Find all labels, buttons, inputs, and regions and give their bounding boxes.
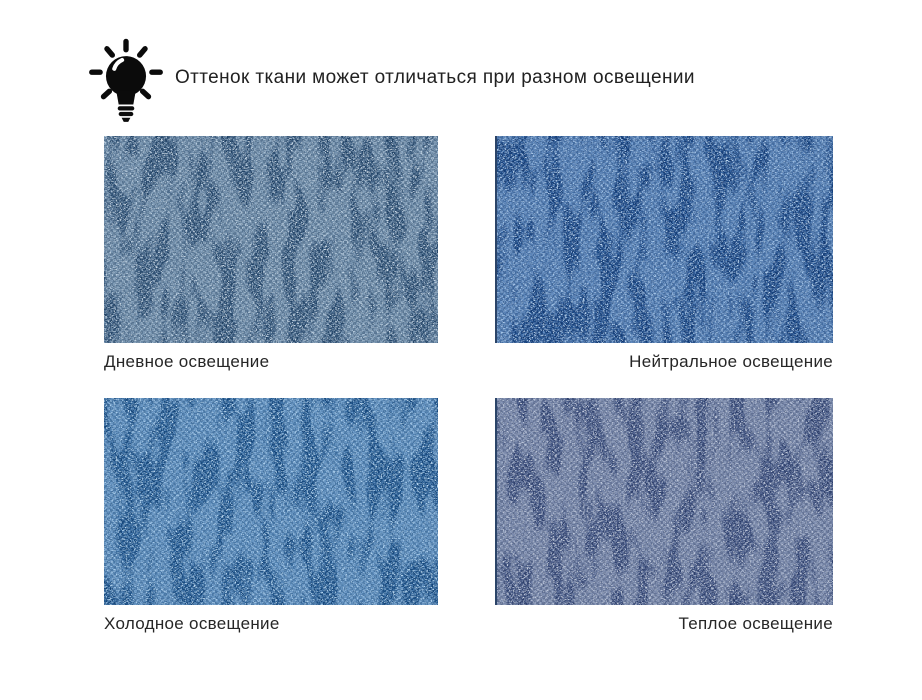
- swatch-label-neutral: Нейтральное освещение: [629, 352, 833, 371]
- fabric-photo-cold: [104, 398, 438, 605]
- fabric-photo-warm: [495, 398, 833, 605]
- swatch-label-cold: Холодное освещение: [104, 614, 280, 633]
- fabric-texture: [104, 136, 438, 343]
- swatch-label-daylight: Дневное освещение: [104, 352, 270, 371]
- lightbulb-rays: [89, 38, 163, 100]
- fabric-photo-daylight: [104, 136, 438, 343]
- fabric-texture: [104, 398, 438, 605]
- swatch-daylight: Дневное освещение: [104, 136, 438, 372]
- swatch-label-warm: Теплое освещение: [678, 614, 833, 633]
- fabric-photo-neutral: [495, 136, 833, 343]
- swatch-neutral: Нейтральное освещение: [495, 136, 833, 372]
- fabric-texture: [497, 398, 833, 605]
- lightbulb-icon: [89, 38, 163, 122]
- fabric-texture: [497, 136, 833, 343]
- lighting-tip-text: Оттенок ткани может отличаться при разно…: [175, 67, 695, 88]
- swatch-warm: Теплое освещение: [495, 398, 833, 634]
- swatch-cold: Холодное освещение: [104, 398, 438, 634]
